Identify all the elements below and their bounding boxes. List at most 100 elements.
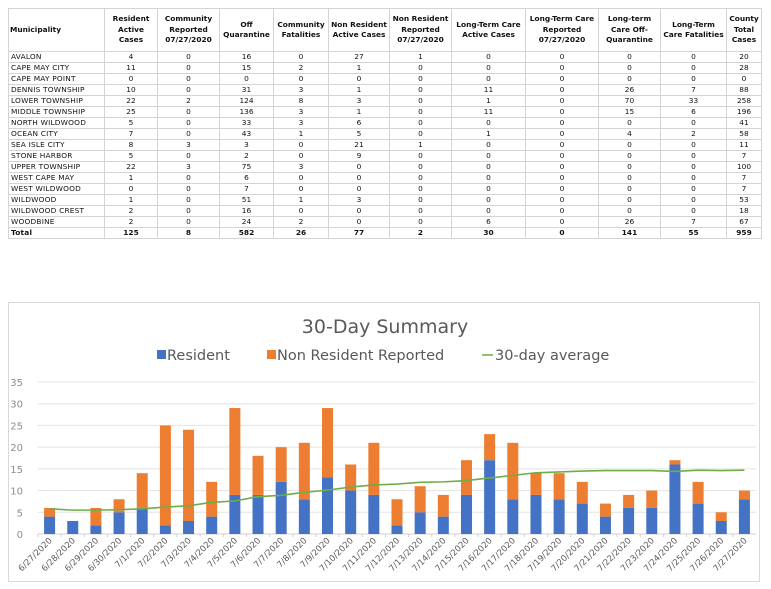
- value-cell: 2: [219, 150, 274, 162]
- bar-resident: [715, 520, 727, 534]
- value-cell: 0: [525, 95, 599, 107]
- value-cell: 53: [726, 194, 762, 206]
- value-cell: 0: [451, 139, 526, 151]
- table-header-row: Municipality Resident Active Cases Communi…: [8, 8, 762, 52]
- average-line-group: [49, 469, 745, 511]
- bar-non-resident: [599, 503, 611, 517]
- average-line: [49, 469, 745, 511]
- value-cell: 7: [660, 84, 727, 96]
- value-cell: 0: [157, 194, 220, 206]
- bar-resident: [460, 494, 472, 534]
- value-cell: 3: [157, 139, 220, 151]
- column-header: Community Reported 07/27/2020: [157, 8, 220, 52]
- value-cell: 0: [598, 73, 661, 85]
- value-cell: 0: [104, 183, 158, 195]
- bar-resident: [553, 499, 565, 534]
- value-cell: 3: [328, 194, 390, 206]
- bar-non-resident: [553, 473, 565, 500]
- municipality-cell: WILDWOOD CREST: [8, 205, 105, 217]
- bar-non-resident: [414, 486, 426, 513]
- bar-non-resident: [437, 494, 449, 517]
- bar-non-resident: [530, 473, 542, 495]
- bar-resident: [229, 494, 241, 534]
- y-axis-ticks: 0 5 10 15 20 25 30 35: [10, 378, 23, 541]
- bar-non-resident: [484, 434, 496, 461]
- value-cell: 6: [451, 216, 526, 228]
- bar-stack: [113, 499, 125, 534]
- bar-resident: [646, 507, 658, 534]
- value-cell: 0: [451, 194, 526, 206]
- bar-stack: [738, 490, 750, 534]
- value-cell: 3: [273, 106, 329, 118]
- municipality-cell: UPPER TOWNSHIP: [8, 161, 105, 173]
- value-cell: 0: [328, 73, 390, 85]
- value-cell: 136: [219, 106, 274, 118]
- table-row: LOWER TOWNSHIP 22 2 124 8 3 0 1 0 70 33 258: [8, 95, 762, 107]
- value-cell: 11: [726, 139, 762, 151]
- bar-non-resident: [507, 442, 519, 500]
- bar-resident: [368, 494, 380, 534]
- municipality-cell: LOWER TOWNSHIP: [8, 95, 105, 107]
- bar-resident: [44, 516, 56, 534]
- value-cell: 0: [451, 51, 526, 63]
- y-tick-label: 15: [10, 465, 23, 476]
- case-summary-table: Municipality Resident Active Cases Communi…: [8, 8, 762, 239]
- bar-resident: [206, 516, 218, 534]
- value-cell: 0: [157, 128, 220, 140]
- value-cell: 0: [451, 161, 526, 173]
- value-cell: 0: [525, 84, 599, 96]
- value-cell: 0: [525, 128, 599, 140]
- value-cell: 1: [104, 194, 158, 206]
- value-cell: 0: [157, 73, 220, 85]
- y-tick-label: 35: [10, 378, 23, 389]
- value-cell: 0: [525, 205, 599, 217]
- value-cell: 2: [104, 216, 158, 228]
- bar-non-resident: [136, 473, 148, 508]
- total-row: Total 125 8 582 26 77 2 30 0 141 55 959: [8, 227, 762, 239]
- value-cell: 0: [389, 216, 452, 228]
- bar-stack: [437, 494, 449, 534]
- column-header: Non Resident Active Cases: [328, 8, 390, 52]
- value-cell: 51: [219, 194, 274, 206]
- bar-stack: [183, 429, 195, 534]
- value-cell: 9: [328, 150, 390, 162]
- value-cell: 0: [660, 62, 727, 74]
- table-row: WOODBINE 2 0 24 2 0 0 6 0 26 7 67: [8, 216, 762, 228]
- municipality-cell: WEST WILDWOOD: [8, 183, 105, 195]
- bar-stack: [90, 507, 102, 534]
- value-cell: 0: [389, 128, 452, 140]
- value-cell: 0: [525, 73, 599, 85]
- value-cell: 0: [328, 183, 390, 195]
- value-cell: 0: [726, 73, 762, 85]
- bar-resident: [599, 516, 611, 534]
- value-cell: 0: [328, 172, 390, 184]
- legend-item: Resident: [157, 348, 230, 364]
- column-header: Long-Term Care Active Cases: [451, 8, 526, 52]
- bar-stack: [229, 408, 241, 534]
- table-row: SEA ISLE CITY 8 3 3 0 21 1 0 0 0 0 11: [8, 139, 762, 151]
- value-cell: 11: [451, 84, 526, 96]
- value-cell: 0: [389, 117, 452, 129]
- value-cell: 0: [598, 205, 661, 217]
- value-cell: 18: [726, 205, 762, 217]
- value-cell: 0: [451, 150, 526, 162]
- column-header: Long-Term Care Fatalities: [660, 8, 727, 52]
- value-cell: 3: [273, 161, 329, 173]
- bar-stack: [206, 481, 218, 534]
- total-label: Total: [8, 227, 105, 239]
- table-row: MIDDLE TOWNSHIP 25 0 136 3 1 0 11 0 15 6 196: [8, 106, 762, 118]
- value-cell: 41: [726, 117, 762, 129]
- column-header: Municipality: [8, 8, 105, 52]
- y-tick-label: 5: [17, 508, 23, 519]
- bar-resident: [90, 525, 102, 534]
- value-cell: 11: [451, 106, 526, 118]
- column-header: Long-Term Care Reported 07/27/2020: [525, 8, 599, 52]
- value-cell: 8: [104, 139, 158, 151]
- value-cell: 0: [660, 117, 727, 129]
- chart-30-day-summary: 30-Day Summary Resident Non Resident Repo…: [8, 302, 760, 582]
- value-cell: 0: [328, 205, 390, 217]
- bar-stack: [669, 460, 681, 534]
- bar-resident: [252, 494, 264, 534]
- value-cell: 0: [660, 172, 727, 184]
- value-cell: 3: [273, 117, 329, 129]
